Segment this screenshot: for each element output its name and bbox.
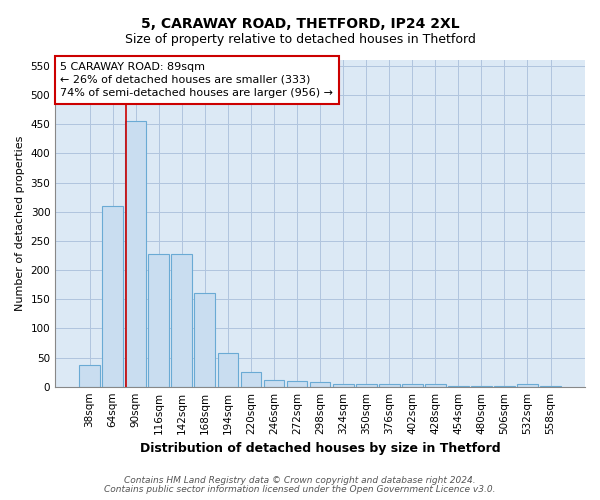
Bar — [402, 384, 422, 386]
Bar — [102, 206, 123, 386]
Bar — [333, 384, 353, 386]
Bar — [425, 384, 446, 386]
Bar — [241, 372, 262, 386]
Bar — [172, 254, 192, 386]
Text: 5 CARAWAY ROAD: 89sqm
← 26% of detached houses are smaller (333)
74% of semi-det: 5 CARAWAY ROAD: 89sqm ← 26% of detached … — [61, 62, 334, 98]
Text: 5, CARAWAY ROAD, THETFORD, IP24 2XL: 5, CARAWAY ROAD, THETFORD, IP24 2XL — [140, 18, 460, 32]
Text: Contains HM Land Registry data © Crown copyright and database right 2024.: Contains HM Land Registry data © Crown c… — [124, 476, 476, 485]
Bar — [218, 354, 238, 386]
Y-axis label: Number of detached properties: Number of detached properties — [15, 136, 25, 311]
X-axis label: Distribution of detached houses by size in Thetford: Distribution of detached houses by size … — [140, 442, 500, 455]
Bar — [517, 384, 538, 386]
Bar — [79, 364, 100, 386]
Bar — [125, 122, 146, 386]
Text: Size of property relative to detached houses in Thetford: Size of property relative to detached ho… — [125, 32, 475, 46]
Bar — [379, 384, 400, 386]
Bar — [287, 381, 307, 386]
Bar — [356, 384, 377, 386]
Text: Contains public sector information licensed under the Open Government Licence v3: Contains public sector information licen… — [104, 485, 496, 494]
Bar — [263, 380, 284, 386]
Bar — [310, 382, 331, 386]
Bar — [194, 294, 215, 386]
Bar — [148, 254, 169, 386]
